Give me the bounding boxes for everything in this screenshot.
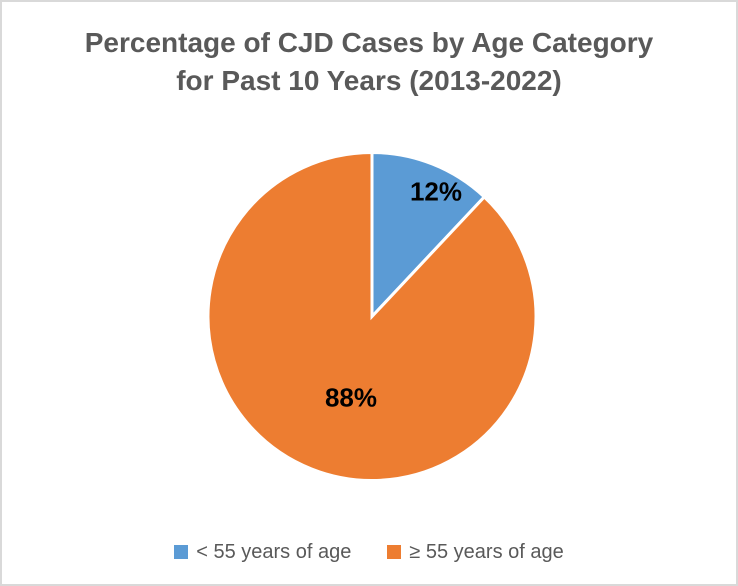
- chart-title-line-2: for Past 10 Years (2013-2022): [176, 65, 562, 96]
- legend-swatch-orange-icon: [387, 545, 402, 559]
- legend-label: < 55 years of age: [196, 541, 352, 563]
- legend-swatch-blue-icon: [174, 545, 189, 559]
- chart-title-line-1: Percentage of CJD Cases by Age Category: [84, 27, 654, 58]
- pie-slice-55-and-over: [206, 150, 538, 482]
- legend-item-55-and-over: ≥ 55 years of age: [387, 539, 564, 565]
- chart-title: Percentage of CJD Cases by Age Category …: [2, 24, 736, 100]
- pie-slice-under-55: [370, 150, 487, 321]
- data-label-55-and-over: 88%: [324, 382, 378, 413]
- legend-label: ≥ 55 years of age: [409, 541, 564, 563]
- legend: < 55 years of age ≥ 55 years of age: [2, 539, 736, 565]
- legend-item-under-55: < 55 years of age: [174, 539, 351, 565]
- data-label-under-55: 12%: [409, 176, 463, 207]
